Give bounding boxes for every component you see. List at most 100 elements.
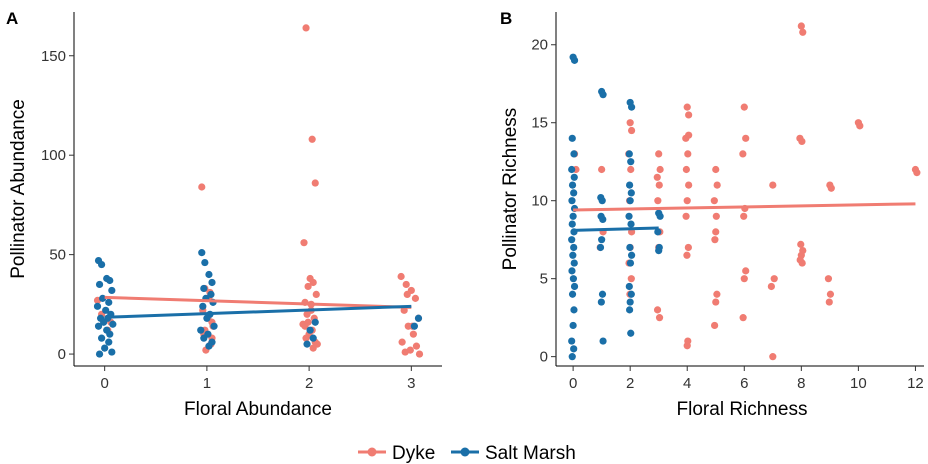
panel-b-point-dyke <box>627 165 635 174</box>
panel-b-point-salt-marsh <box>599 337 607 345</box>
legend-swatch-dot-dyke <box>367 447 377 457</box>
panel-b-point-salt-marsh <box>569 251 577 259</box>
panel-b-point-dyke <box>739 150 747 158</box>
panel-a-point-salt-marsh <box>94 322 103 330</box>
panel-b-point-dyke <box>685 111 693 119</box>
panel-b-point-salt-marsh <box>568 267 576 275</box>
panel-b-y-axis-title: Pollinator Richness <box>500 108 521 271</box>
panel-a-point-salt-marsh <box>410 322 418 330</box>
panel-a-point-dyke <box>409 330 417 338</box>
panel-a-point-salt-marsh <box>311 318 319 326</box>
panel-b-point-salt-marsh <box>656 212 664 220</box>
panel-b-point-dyke <box>825 298 833 306</box>
panel-b-point-salt-marsh <box>596 243 605 252</box>
panel-a-point-salt-marsh <box>98 260 106 269</box>
panel-b-point-salt-marsh <box>626 306 634 314</box>
panel-b-point-dyke <box>685 181 693 189</box>
panel-a-point-dyke <box>303 310 311 318</box>
panel-a-point-dyke <box>300 239 308 247</box>
panel-b-point-salt-marsh <box>627 251 636 259</box>
panel-b-point-dyke <box>683 103 691 111</box>
panel-b-point-salt-marsh <box>625 150 633 158</box>
panel-b-tag: B <box>500 9 512 28</box>
panel-b-point-salt-marsh <box>627 189 635 197</box>
panel-b-point-dyke <box>685 131 693 139</box>
panel-b-point-salt-marsh <box>570 173 578 181</box>
panel-b-point-dyke <box>767 282 775 291</box>
panel-b-point-salt-marsh <box>626 181 634 189</box>
panel-a-point-salt-marsh <box>306 326 314 334</box>
panel-b-point-dyke <box>739 314 747 322</box>
panel-a-point-dyke <box>302 334 310 342</box>
panel-b-point-dyke <box>798 259 806 267</box>
panel-a-point-dyke <box>415 350 424 358</box>
panel-b-x-tick-label: 12 <box>907 375 924 392</box>
panel-a-point-salt-marsh <box>102 306 110 314</box>
panel-a-point-dyke <box>198 183 206 191</box>
panel-b-point-dyke <box>712 165 720 174</box>
panel-b-point-salt-marsh <box>626 243 634 252</box>
panel-b-point-dyke <box>598 165 606 174</box>
panel-a-point-salt-marsh <box>203 314 211 322</box>
panel-b-point-dyke <box>740 103 748 111</box>
panel-a-y-tick-label: 50 <box>49 247 66 264</box>
panel-b-point-salt-marsh <box>568 220 576 228</box>
panel-b-point-dyke <box>656 165 664 174</box>
panel-a-point-salt-marsh <box>207 290 215 299</box>
panel-b-point-dyke <box>712 212 720 220</box>
legend-item-salt-marsh: Salt Marsh <box>451 443 576 464</box>
panel-a-trend-line-dyke <box>104 295 412 309</box>
panel-a-point-dyke <box>302 24 310 32</box>
panel-b-point-salt-marsh <box>626 298 634 306</box>
panel-a-y-tick-label: 100 <box>41 147 66 164</box>
panel-a-x-tick-label: 1 <box>203 375 211 392</box>
panel-a-point-salt-marsh <box>98 334 106 342</box>
panel-a-point-salt-marsh <box>105 338 113 346</box>
panel-a-x-ticks: 0 1 2 3 <box>100 366 416 392</box>
panel-a-point-salt-marsh <box>106 276 114 285</box>
panel-a-point-dyke <box>411 294 420 302</box>
panel-b-point-dyke <box>799 28 807 36</box>
panel-b-x-ticks: 0 2 4 6 8 10 12 <box>569 366 924 392</box>
panel-b-point-salt-marsh <box>568 165 576 174</box>
panel-a-point-salt-marsh <box>210 322 218 330</box>
panel-b-point-dyke <box>913 169 921 177</box>
panel-b-y-tick-label: 10 <box>531 193 548 210</box>
panel-b-point-dyke <box>653 306 662 314</box>
panel-b-point-dyke <box>682 165 690 174</box>
legend: Dyke Salt Marsh <box>358 443 576 464</box>
panel-b-point-dyke <box>627 275 635 283</box>
panel-a-point-salt-marsh <box>101 344 109 352</box>
panel-b-point-dyke <box>769 353 777 361</box>
panel-a-point-salt-marsh <box>200 284 208 293</box>
panel-b-point-dyke <box>769 181 777 189</box>
panel-a-x-tick-label: 0 <box>100 375 108 392</box>
panel-b-point-salt-marsh <box>655 246 663 255</box>
panel-b-point-dyke <box>654 197 662 205</box>
panel-b-x-tick-label: 10 <box>850 375 867 392</box>
panel-b-point-dyke <box>713 181 721 189</box>
panel-b-y-tick-label: 0 <box>540 349 548 366</box>
panel-b-x-tick-label: 4 <box>683 375 691 392</box>
panel-a-point-dyke <box>311 179 319 187</box>
panel-b-point-salt-marsh <box>568 236 576 244</box>
panel-b-x-tick-label: 0 <box>569 375 577 392</box>
panel-a-point-dyke <box>403 290 411 299</box>
panel-b-point-salt-marsh <box>625 212 633 220</box>
panel-a-point-salt-marsh <box>108 286 116 295</box>
panel-b-point-salt-marsh <box>626 197 634 205</box>
panel-b-point-salt-marsh <box>569 275 578 283</box>
panel-a-y-tick-label: 150 <box>41 48 66 65</box>
panel-a-point-salt-marsh <box>95 350 104 358</box>
panel-b-point-dyke <box>797 22 805 30</box>
panel-b-point-dyke <box>742 134 750 142</box>
panel-a-x-axis-title: Floral Abundance <box>184 399 332 420</box>
panel-b-point-salt-marsh <box>570 345 578 353</box>
panel-b-point-dyke <box>856 122 864 130</box>
panel-b-point-dyke <box>711 236 719 244</box>
panel-b-point-salt-marsh <box>625 282 633 291</box>
panel-b-point-dyke <box>682 212 690 220</box>
panel-b-point-salt-marsh <box>570 306 578 314</box>
panel-b-point-salt-marsh <box>598 290 607 298</box>
